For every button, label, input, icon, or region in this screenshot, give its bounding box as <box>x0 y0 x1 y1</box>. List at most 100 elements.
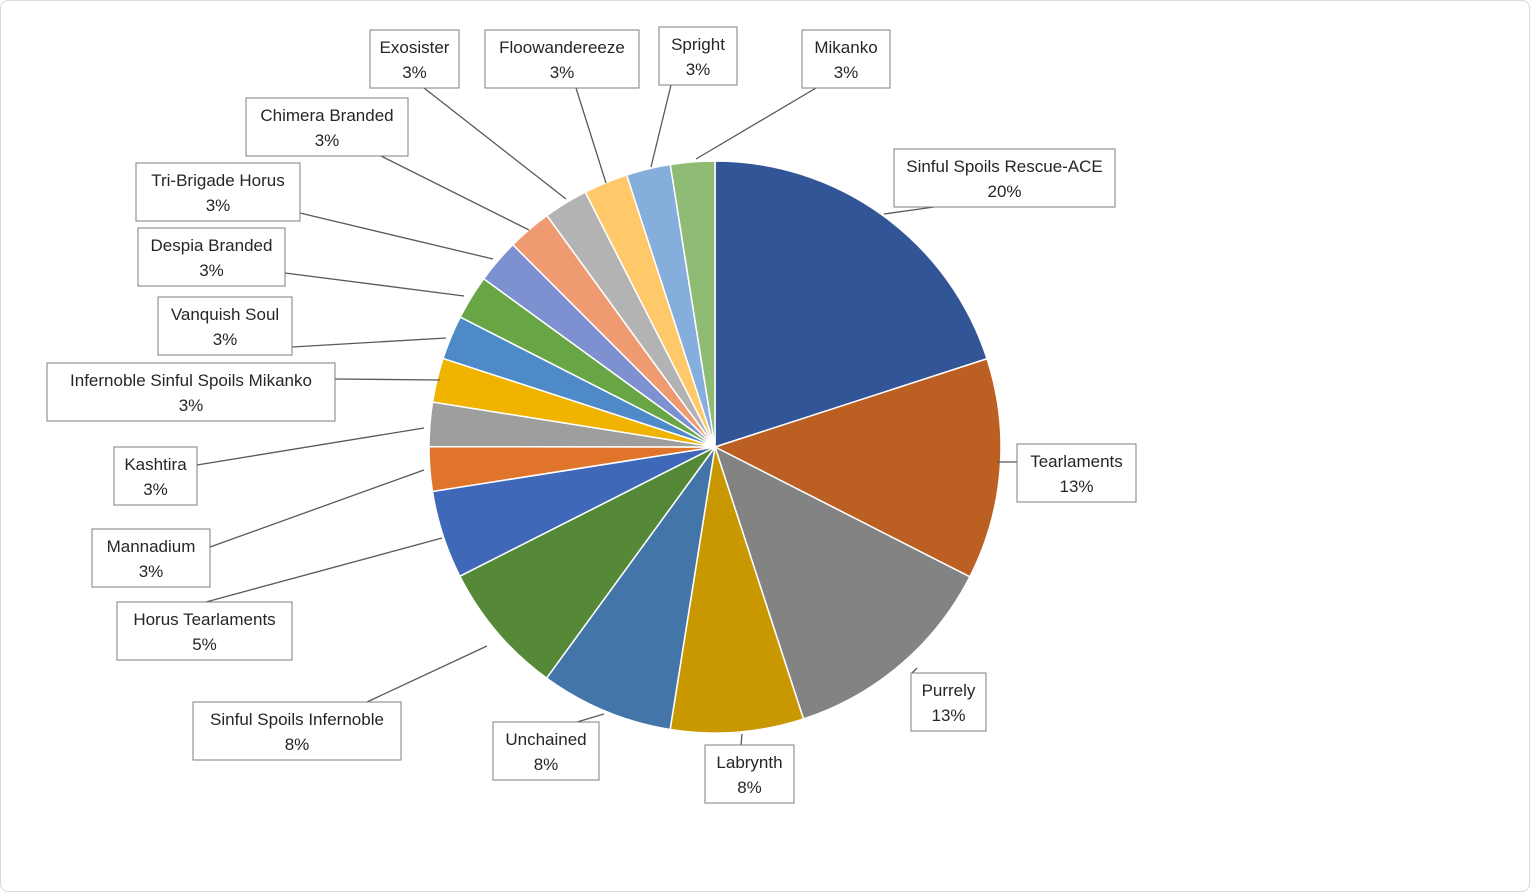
data-label-box <box>157 296 293 356</box>
data-label: Exosister 3% <box>369 29 460 89</box>
data-label-percent: 13% <box>931 706 965 725</box>
data-label-box <box>245 97 409 157</box>
data-label-category: Mikanko <box>814 38 877 57</box>
data-label-category: Tearlaments <box>1030 452 1123 471</box>
data-label-category: Horus Tearlaments <box>133 610 275 629</box>
pie-slice-mikanko <box>669 160 716 448</box>
data-label-percent: 20% <box>987 182 1021 201</box>
leader-line <box>650 84 672 168</box>
data-label-percent: 3% <box>315 131 340 150</box>
leader-line <box>291 337 447 348</box>
data-label-percent: 8% <box>534 755 559 774</box>
data-label: Purrely 13% <box>910 672 987 732</box>
data-label-category: Infernoble Sinful Spoils Mikanko <box>70 371 312 390</box>
data-label-box <box>135 162 301 222</box>
pie-slice-unchained <box>545 446 716 731</box>
data-label-percent: 5% <box>192 635 217 654</box>
data-label-category: Mannadium <box>107 537 196 556</box>
data-label-category: Purrely <box>922 681 976 700</box>
data-label-box <box>369 29 460 89</box>
data-label-category: Sinful Spoils Rescue-ACE <box>906 157 1103 176</box>
data-label-percent: 3% <box>686 60 711 79</box>
pie-slice-tearlaments <box>713 357 1002 578</box>
data-label-percent: 13% <box>1059 477 1093 496</box>
data-label-box <box>137 227 286 287</box>
data-label-category: Labrynth <box>716 753 782 772</box>
data-label-category: Tri-Brigade Horus <box>151 171 285 190</box>
pie-slice-labrynth <box>669 446 805 734</box>
data-label: Kashtira 3% <box>113 446 198 506</box>
data-label-percent: 3% <box>402 63 427 82</box>
data-label-percent: 3% <box>550 63 575 82</box>
data-label-box <box>46 362 336 422</box>
data-label-percent: 3% <box>179 396 204 415</box>
leader-line <box>196 427 425 466</box>
data-label-category: Despia Branded <box>151 236 273 255</box>
data-label-box <box>484 29 640 89</box>
data-label-box <box>801 29 891 89</box>
data-label-category: Spright <box>671 35 725 54</box>
pie-slices <box>428 160 1002 734</box>
data-label-box <box>658 26 738 86</box>
data-label-percent: 8% <box>737 778 762 797</box>
data-label-category: Floowandereeze <box>499 38 625 57</box>
data-label: Tri-Brigade Horus 3% <box>135 162 301 222</box>
data-label-box <box>116 601 293 661</box>
data-label: Floowandereeze 3% <box>484 29 640 89</box>
leader-line <box>299 212 494 260</box>
data-label: Infernoble Sinful Spoils Mikanko 3% <box>46 362 336 422</box>
data-label-box <box>492 721 600 781</box>
leader-line <box>209 469 425 548</box>
data-label: Mannadium 3% <box>91 528 211 588</box>
data-label: Unchained 8% <box>492 721 600 781</box>
data-label-percent: 3% <box>199 261 224 280</box>
leader-line <box>380 155 530 231</box>
data-label: Labrynth 8% <box>704 744 795 804</box>
data-label-percent: 3% <box>834 63 859 82</box>
data-label: Sinful Spoils Rescue-ACE 20% <box>893 148 1116 208</box>
leader-line <box>883 206 935 215</box>
data-label-percent: 8% <box>285 735 310 754</box>
pie-slice-sinful-spoils-rescue-ace <box>714 160 988 449</box>
data-label: Chimera Branded 3% <box>245 97 409 157</box>
leader-line <box>423 87 567 200</box>
leader-line <box>576 713 605 723</box>
data-label-category: Vanquish Soul <box>171 305 279 324</box>
data-label-box <box>910 672 987 732</box>
pie-slice-purrely <box>713 445 971 720</box>
data-label: Spright 3% <box>658 26 738 86</box>
data-label: Mikanko 3% <box>801 29 891 89</box>
leader-line <box>740 733 743 746</box>
data-label-box <box>893 148 1116 208</box>
data-label: Sinful Spoils Infernoble 8% <box>192 701 402 761</box>
data-label-percent: 3% <box>213 330 238 349</box>
data-label-category: Exosister <box>380 38 450 57</box>
data-label-percent: 3% <box>143 480 168 499</box>
leader-line <box>575 87 607 184</box>
leader-line <box>205 537 443 603</box>
data-label-category: Unchained <box>505 730 586 749</box>
data-label-percent: 3% <box>139 562 164 581</box>
data-labels: Sinful Spoils Rescue-ACE 20% Tearlaments 13… <box>46 26 1137 804</box>
leader-line <box>695 87 817 160</box>
data-label: Vanquish Soul 3% <box>157 296 293 356</box>
data-label: Horus Tearlaments 5% <box>116 601 293 661</box>
data-label-category: Chimera Branded <box>260 106 393 125</box>
leader-line <box>334 378 441 381</box>
data-label-box <box>192 701 402 761</box>
data-label-category: Sinful Spoils Infernoble <box>210 710 384 729</box>
data-label-category: Kashtira <box>124 455 187 474</box>
data-label: Despia Branded 3% <box>137 227 286 287</box>
data-label-percent: 3% <box>206 196 231 215</box>
data-label-box <box>91 528 211 588</box>
leader-line <box>366 645 488 703</box>
data-label-box <box>1016 443 1137 503</box>
leader-line <box>284 272 465 297</box>
leader-lines <box>196 84 1017 746</box>
pie-slice-sinful-spoils-infernoble <box>458 446 716 680</box>
data-label-box <box>113 446 198 506</box>
data-label-box <box>704 744 795 804</box>
data-label: Tearlaments 13% <box>1016 443 1137 503</box>
